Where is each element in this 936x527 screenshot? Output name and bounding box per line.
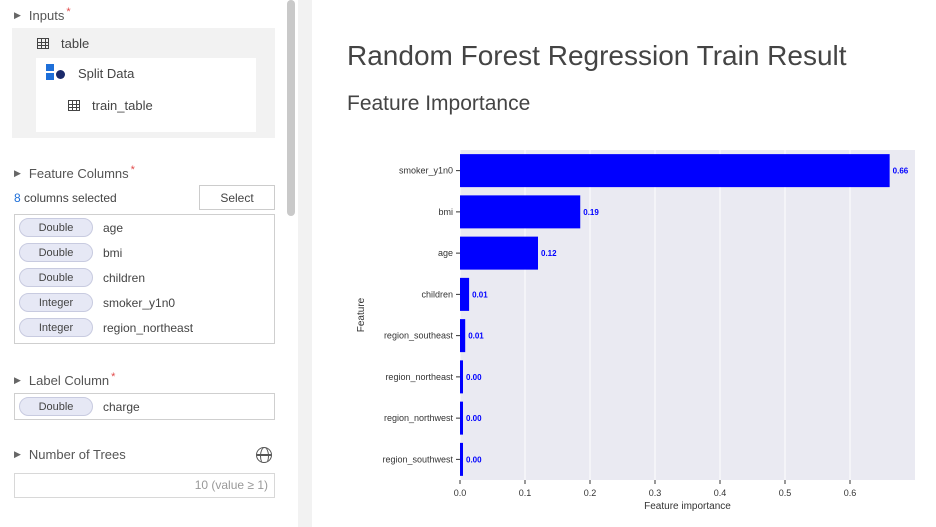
bar — [460, 360, 463, 394]
y-tick-label: children — [421, 289, 453, 299]
data-label: 0.01 — [468, 332, 484, 341]
label-column-label: Label Column — [28, 373, 110, 388]
select-columns-button[interactable]: Select — [199, 185, 275, 210]
required-mark: * — [66, 5, 71, 18]
list-item[interactable]: Double bmi — [15, 240, 274, 265]
y-tick-label: region_southwest — [382, 454, 453, 464]
inputs-box: table Split Data train_table — [12, 28, 275, 138]
split-data-icon — [46, 64, 66, 82]
data-label: 0.00 — [466, 373, 482, 382]
selected-suffix: columns selected — [20, 191, 117, 205]
x-tick-label: 0.2 — [584, 488, 597, 498]
expand-caret-icon[interactable]: ▶ — [14, 449, 21, 459]
data-label: 0.00 — [466, 414, 482, 423]
feature-columns-label: Feature Columns — [28, 166, 129, 181]
y-tick-label: age — [438, 248, 453, 258]
columns-selected-info: 8 columns selected — [14, 191, 117, 205]
bar — [460, 442, 463, 476]
feature-columns-list[interactable]: Double age Double bmi Double children Integ… — [14, 214, 275, 344]
column-name: smoker_y1n0 — [103, 295, 176, 310]
list-item[interactable]: Integer region_northeast — [15, 315, 274, 340]
y-tick-label: smoker_y1n0 — [399, 166, 453, 176]
type-badge: Double — [19, 268, 93, 287]
x-tick-label: 0.4 — [714, 488, 727, 498]
train-table-item[interactable]: train_table — [68, 98, 153, 113]
label-column-header[interactable]: ▶ Label Column * — [14, 370, 116, 389]
selected-count: 8 — [14, 191, 21, 205]
data-label: 0.12 — [541, 249, 557, 258]
type-badge: Integer — [19, 318, 93, 337]
data-label: 0.01 — [472, 290, 488, 299]
x-tick-label: 0.3 — [649, 488, 662, 498]
expand-caret-icon[interactable]: ▶ — [14, 10, 21, 20]
scrollbar[interactable] — [287, 0, 295, 216]
split-data-label: Split Data — [78, 65, 135, 81]
y-tick-label: region_southeast — [384, 331, 454, 341]
type-badge: Double — [19, 397, 93, 416]
bar — [460, 195, 581, 229]
split-data-box: Split Data train_table — [36, 58, 256, 132]
bar — [460, 277, 470, 311]
data-label: 0.00 — [466, 455, 482, 464]
panel-divider[interactable] — [298, 0, 312, 527]
x-tick-label: 0.6 — [844, 488, 857, 498]
left-panel: ▶ Inputs * table Split Data train_table … — [0, 0, 285, 527]
x-tick-label: 0.5 — [779, 488, 792, 498]
split-data-item[interactable]: Split Data — [46, 64, 134, 82]
y-tick-label: region_northeast — [385, 372, 453, 382]
list-item[interactable]: Double age — [15, 215, 274, 240]
y-tick-label: bmi — [438, 207, 453, 217]
type-badge: Integer — [19, 293, 93, 312]
train-table-label: train_table — [92, 98, 153, 113]
required-mark: * — [130, 163, 135, 176]
bar — [460, 401, 463, 435]
x-axis-label: Feature importance — [644, 501, 731, 512]
type-badge: Double — [19, 243, 93, 262]
input-table-item[interactable]: table — [37, 36, 89, 51]
required-mark: * — [111, 370, 116, 383]
y-tick-label: region_northwest — [384, 413, 454, 423]
list-item[interactable]: Integer smoker_y1n0 — [15, 290, 274, 315]
expand-caret-icon[interactable]: ▶ — [14, 168, 21, 178]
column-name: age — [103, 220, 124, 235]
column-name: charge — [103, 399, 140, 414]
page-title: Random Forest Regression Train Result — [347, 40, 847, 71]
globe-icon[interactable] — [256, 447, 272, 463]
column-name: children — [103, 270, 146, 285]
feature-importance-chart: 0.0 0.1 0.2 0.3 0.4 0.5 0.6 smoker_y1n0 0.66 bmi 0… — [356, 150, 915, 512]
section-subtitle: Feature Importance — [347, 92, 531, 115]
y-axis-label: Feature — [356, 297, 367, 332]
number-of-trees-label: Number of Trees — [28, 447, 126, 462]
x-tick-label: 0.0 — [454, 488, 467, 498]
expand-caret-icon[interactable]: ▶ — [14, 375, 21, 385]
bar — [460, 236, 538, 270]
result-panel: Random Forest Regression Train Result Fe… — [312, 0, 936, 527]
inputs-label: Inputs — [28, 8, 65, 23]
column-name: bmi — [103, 245, 123, 260]
bar — [460, 319, 466, 353]
label-column-field[interactable]: Double charge — [14, 393, 275, 420]
type-badge: Double — [19, 218, 93, 237]
feature-columns-header[interactable]: ▶ Feature Columns * — [14, 163, 135, 182]
number-of-trees-header[interactable]: ▶ Number of Trees — [14, 447, 126, 462]
data-label: 0.19 — [583, 208, 599, 217]
bar — [460, 154, 890, 188]
list-item[interactable]: Double children — [15, 265, 274, 290]
data-label: 0.66 — [893, 167, 909, 176]
x-tick-label: 0.1 — [519, 488, 532, 498]
table-label: table — [61, 36, 90, 51]
inputs-header[interactable]: ▶ Inputs * — [14, 5, 71, 24]
table-icon — [68, 100, 80, 111]
column-name: region_northeast — [103, 320, 194, 335]
table-icon — [37, 38, 49, 49]
number-of-trees-input[interactable]: 10 (value ≥ 1) — [14, 473, 275, 498]
